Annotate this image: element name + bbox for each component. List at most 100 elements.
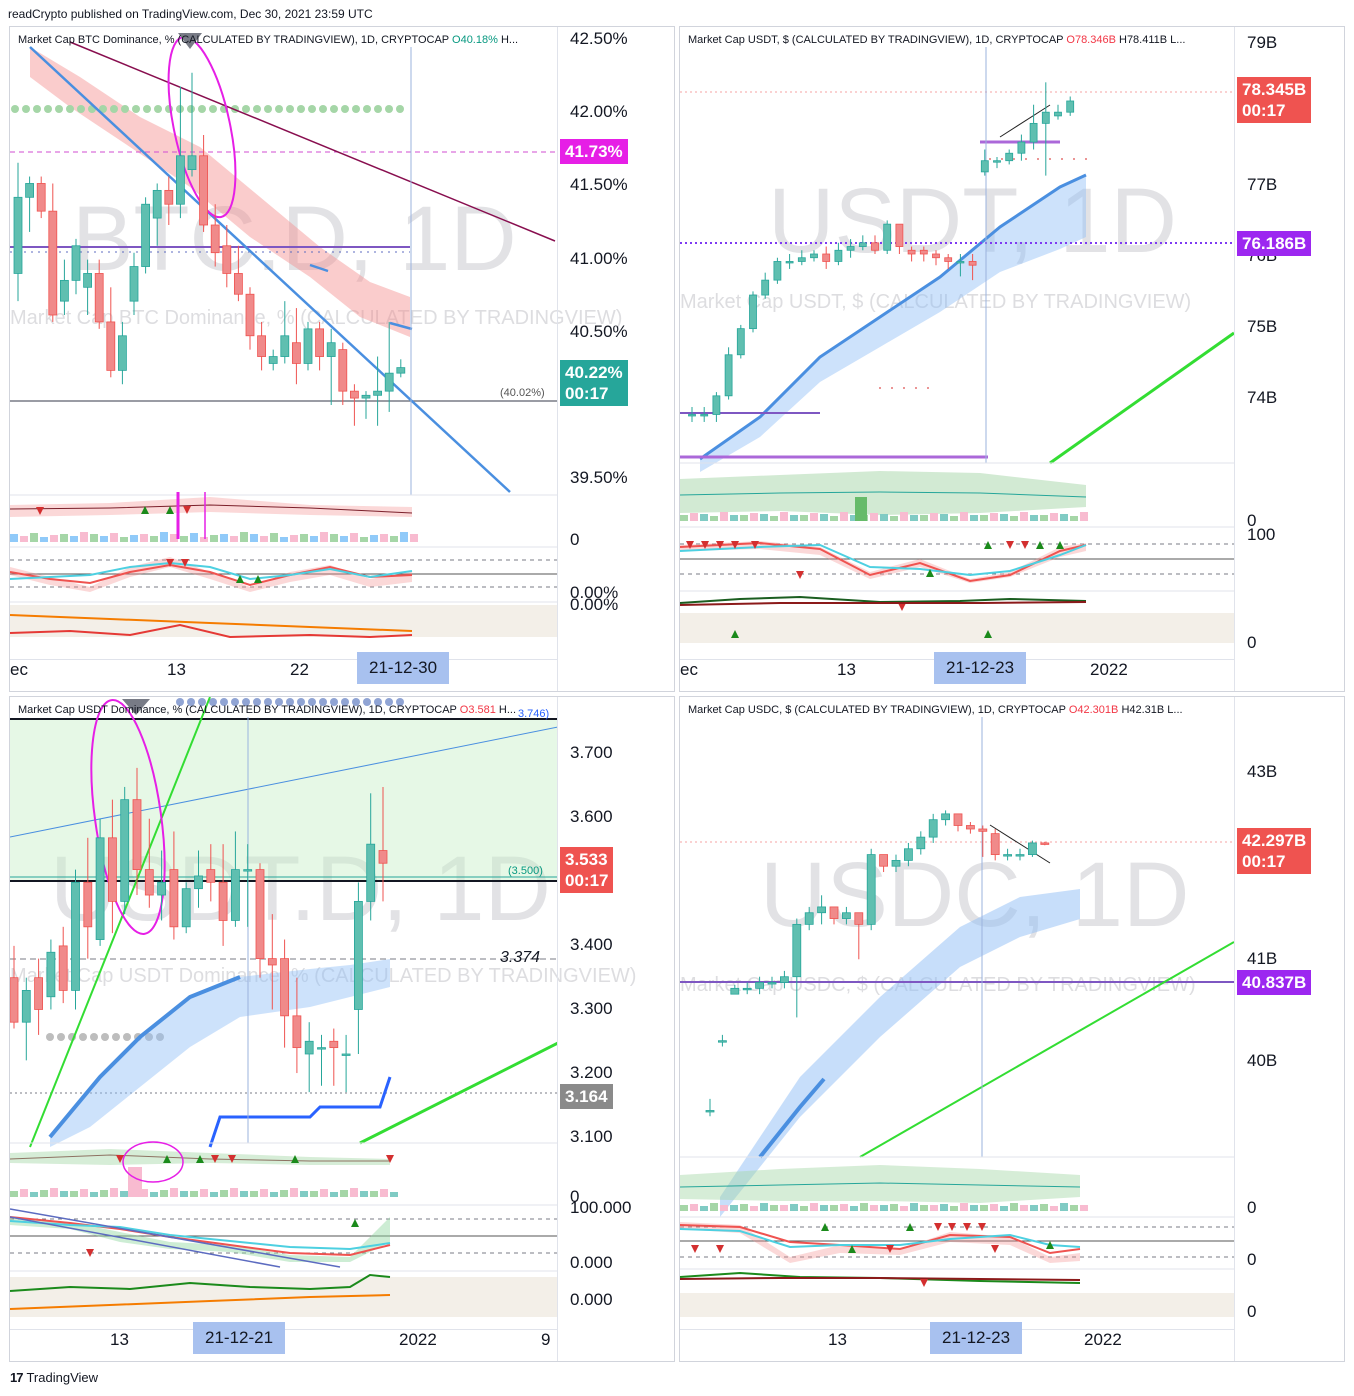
candle-body <box>742 987 752 991</box>
signal-up-arrow <box>926 569 934 577</box>
chart-panel-btc-dominance[interactable]: BTC.D, 1D Market Cap BTC Dominance, % (C… <box>9 26 675 692</box>
volume-bar <box>880 514 888 521</box>
chart-panel-usdt[interactable]: USDT, 1D Market Cap USDT, $ (CALCULATED … <box>679 26 1345 692</box>
volume-bar <box>220 534 228 542</box>
candle-body <box>243 869 253 872</box>
volume-bar <box>70 1191 78 1197</box>
volume-bar <box>790 515 798 521</box>
volume-bar <box>820 1205 828 1211</box>
indicator-tick: 100 <box>1247 525 1276 544</box>
chart-canvas[interactable] <box>10 697 558 1361</box>
chart-canvas[interactable] <box>680 697 1234 1361</box>
price-tick: 40B <box>1247 1051 1278 1070</box>
indicator-line <box>10 563 413 587</box>
time-axis[interactable]: 13 2022 9 21-12-21 <box>10 1322 558 1360</box>
legend-open: O78.346B <box>1066 34 1116 46</box>
candle-body <box>978 828 988 832</box>
volume-bar <box>1020 1205 1028 1211</box>
candle-body <box>993 160 1001 163</box>
volume-bar <box>330 534 338 542</box>
candle-body <box>257 335 267 357</box>
price-scale[interactable]: 43B 41B 40B 42.297B 00:17 40.837B 0 0 0 <box>1234 697 1317 1361</box>
volume-bar <box>340 536 348 542</box>
candle-body <box>169 869 179 928</box>
candle-body <box>106 321 116 371</box>
candle-body <box>144 869 154 896</box>
price-scale[interactable]: 42.50% 42.00% 41.50% 41.00% 40.50% 39.50… <box>557 27 640 691</box>
signal-down-arrow <box>211 1155 219 1163</box>
chart-legend: Market Cap BTC Dominance, % (CALCULATED … <box>18 34 518 46</box>
candle-body <box>341 1053 351 1056</box>
volume-bar <box>770 1205 778 1211</box>
candle-body <box>95 837 105 940</box>
price-tag-last: 40.22% 00:17 <box>560 360 628 406</box>
pane-background <box>680 613 1234 643</box>
volume-bar <box>350 533 358 542</box>
footer-branding[interactable]: 17 TradingView <box>10 1370 98 1385</box>
chart-panel-usdt-dominance[interactable]: USDT.D, 1D Market Cap USDT Dominance, % … <box>9 696 675 1362</box>
volume-bar <box>50 535 58 542</box>
candle-body <box>883 223 892 251</box>
level-dot <box>209 698 217 706</box>
signal-down-arrow <box>731 541 739 549</box>
signal-up-arrow <box>141 506 149 514</box>
volume-bar <box>810 513 818 521</box>
volume-bar <box>400 532 408 542</box>
level-dot <box>220 698 228 706</box>
level-dot <box>154 105 162 113</box>
candle-body <box>280 958 290 1017</box>
level-dot <box>989 158 991 160</box>
level-dot <box>66 105 74 113</box>
price-scale[interactable]: 79B 77B 76B 75B 74B 78.345B 00:17 76.186… <box>1234 27 1317 691</box>
volume-bar <box>920 1205 928 1211</box>
candle-body <box>245 293 255 337</box>
volume-bar <box>730 515 738 521</box>
level-dot <box>915 387 917 389</box>
volume-bar <box>60 534 68 542</box>
level-dot <box>308 105 316 113</box>
signal-down-arrow <box>1006 541 1014 549</box>
time-axis[interactable]: ec 13 2022 21-12-23 <box>680 652 1234 690</box>
volume-bar <box>140 1189 148 1197</box>
volume-bar <box>280 537 288 542</box>
chart-panel-usdc[interactable]: USDC, 1D Market Cap USDC, $ (CALCULATED … <box>679 696 1345 1362</box>
level-annotation: 3.374 <box>500 949 541 966</box>
level-dot <box>57 1033 65 1041</box>
trend-line <box>10 1208 341 1268</box>
candle-body <box>792 923 802 978</box>
level-dot <box>143 105 151 113</box>
volume-bar <box>990 1204 998 1211</box>
signal-down-arrow <box>991 1245 999 1253</box>
candle-body <box>304 1040 314 1055</box>
volume-bar <box>50 1188 58 1197</box>
candle-body <box>152 189 162 219</box>
price-tick: 3.600 <box>570 807 613 826</box>
volume-bar <box>940 514 948 521</box>
time-axis[interactable]: 13 2022 21-12-23 <box>680 1322 1234 1360</box>
indicator-line <box>10 1294 391 1310</box>
volume-bar <box>390 536 398 542</box>
time-label: ec <box>680 660 698 679</box>
price-scale[interactable]: 3.700 3.600 3.400 3.300 3.200 3.100 3.53… <box>557 697 640 1361</box>
volume-bar <box>90 1192 98 1197</box>
indicator-line <box>680 491 1087 498</box>
chart-canvas[interactable] <box>680 27 1234 691</box>
candle-body <box>10 977 19 1023</box>
candle-body <box>879 854 889 867</box>
volume-bar <box>710 1203 718 1211</box>
chart-canvas[interactable] <box>10 27 558 691</box>
level-dot <box>319 105 327 113</box>
level-dot <box>319 698 327 706</box>
level-dot <box>341 105 349 113</box>
volume-bar <box>970 515 978 521</box>
signal-up-arrow <box>848 1245 856 1253</box>
candle-body <box>71 245 81 281</box>
signal-up-arrow <box>166 506 174 514</box>
pane-background <box>10 605 558 637</box>
level-dot <box>1085 158 1087 160</box>
volume-bar <box>855 497 867 521</box>
candle-body <box>329 1040 339 1049</box>
time-axis[interactable]: ec 13 22 21-12-30 <box>10 652 558 690</box>
candle-body <box>767 982 777 985</box>
indicator-tick: 0 <box>1247 511 1257 530</box>
